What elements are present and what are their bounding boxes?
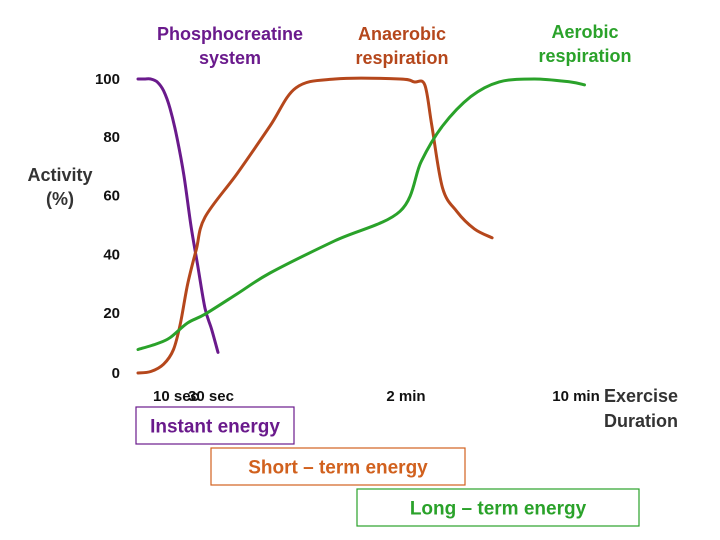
energy-band-label-instant-energy: Instant energy: [150, 417, 280, 438]
energy-band-label-long-term-energy: Long – term energy: [410, 499, 587, 520]
series-label-anaerobic: Anaerobic: [358, 24, 446, 44]
x-axis-label: Exercise: [604, 386, 678, 406]
series-label-aerobic: respiration: [538, 46, 631, 66]
energy-band-box-short-term-energy: [210, 447, 466, 486]
series-label-phosphocreatine: system: [199, 48, 261, 68]
energy-band-label-short-term-energy: Short – term energy: [248, 458, 428, 479]
series-label-phosphocreatine: Phosphocreatine: [157, 24, 303, 44]
y-tick-label: 100: [95, 71, 120, 88]
y-tick-label: 60: [103, 188, 120, 205]
y-axis-label: (%): [46, 189, 74, 209]
x-axis-label: Duration: [604, 411, 678, 431]
x-tick-label: 30 sec: [188, 388, 234, 405]
series-line-phosphocreatine: [136, 77, 220, 354]
energy-band-box-long-term-energy: [356, 488, 640, 527]
series-line-anaerobic: [136, 76, 494, 375]
series-label-aerobic: Aerobic: [551, 22, 618, 42]
y-tick-label: 40: [103, 246, 120, 263]
x-tick-label: 10 sec: [153, 388, 199, 405]
series-label-anaerobic: respiration: [355, 48, 448, 68]
x-tick-label: 2 min: [386, 388, 425, 405]
series-lines: [136, 76, 586, 375]
energy-bands: Instant energy Short – term energy Long – …: [135, 406, 640, 527]
y-tick-label: 0: [112, 365, 120, 382]
y-tick-label: 80: [103, 129, 120, 146]
y-axis-label: Activity: [27, 165, 92, 185]
x-tick-label: 10 min: [552, 388, 600, 405]
y-tick-label: 20: [103, 305, 120, 322]
y-tick-labels: 0 20 40 60 80 100: [95, 71, 120, 382]
axis-labels: Activity (%) Exercise Duration: [27, 165, 678, 431]
series-line-aerobic: [136, 77, 586, 351]
series-labels: Phosphocreatine system Anaerobic respiratio…: [157, 22, 632, 68]
energy-band-box-instant-energy: [135, 406, 295, 445]
